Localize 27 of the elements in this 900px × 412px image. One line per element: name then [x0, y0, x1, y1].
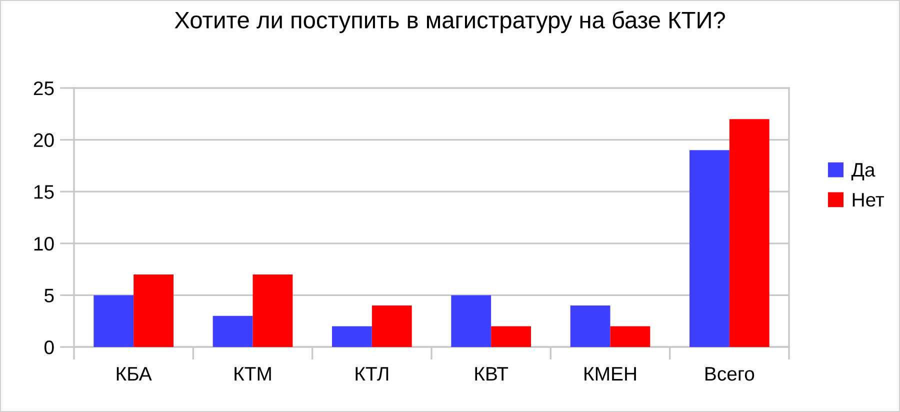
- bar: [252, 274, 293, 347]
- x-tick-label: КТЛ: [356, 367, 388, 381]
- legend-label: Нет: [852, 193, 884, 207]
- y-tick-label: 0: [44, 340, 54, 354]
- bar: [610, 326, 650, 347]
- y-tick-label: 25: [34, 81, 54, 96]
- bar: [729, 119, 770, 347]
- bar: [372, 306, 412, 347]
- x-tick-label: КТМ: [234, 367, 271, 381]
- bar: [570, 306, 610, 347]
- bar: [134, 274, 174, 347]
- x-tick-label: КМЕН: [584, 367, 636, 381]
- y-tick-label: 10: [34, 236, 54, 251]
- chart-title: Хотите ли поступить в магистратуру на базе КТИ?: [174, 10, 725, 34]
- bar: [332, 326, 372, 347]
- bar: [689, 150, 730, 347]
- bar: [94, 295, 134, 347]
- legend-label: Да: [851, 163, 876, 180]
- y-tick-label: 20: [34, 133, 54, 148]
- y-tick-label: 5: [44, 288, 54, 302]
- y-tick-label: 15: [34, 185, 54, 199]
- bar: [451, 295, 492, 347]
- bar: [212, 316, 253, 347]
- bar: [491, 326, 532, 347]
- x-tick-label: Всего: [706, 367, 754, 381]
- x-tick-label: КВТ: [475, 367, 508, 381]
- x-tick-label: КБА: [116, 367, 152, 381]
